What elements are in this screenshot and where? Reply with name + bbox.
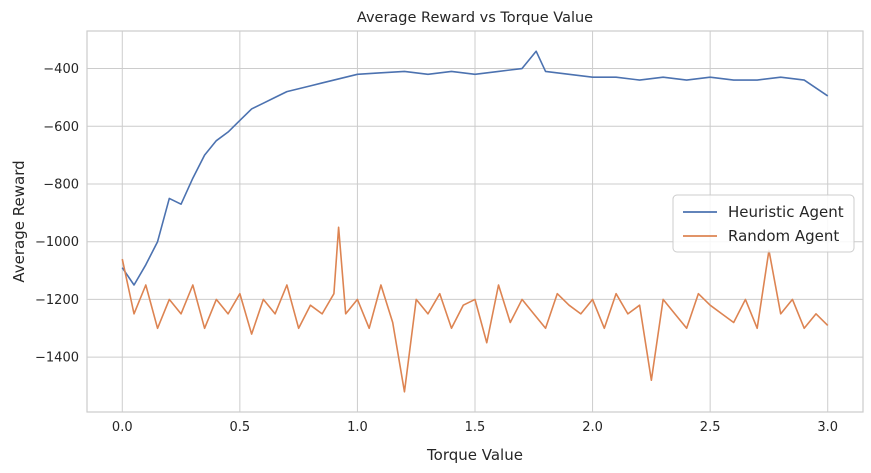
y-tick-label: −1200: [35, 293, 79, 308]
y-tick-labels: −1400 −1200 −1000 −800 −600 −400: [35, 62, 79, 366]
y-tick-label: −1400: [35, 351, 79, 366]
series-layer: [121, 50, 829, 393]
legend: Heuristic Agent Random Agent: [672, 194, 855, 253]
x-tick-label: 0.5: [230, 420, 251, 435]
x-tick-label: 1.0: [347, 420, 368, 435]
plot-frame: [86, 30, 864, 413]
y-tick-label: −800: [43, 177, 79, 192]
legend-label: Heuristic Agent: [728, 203, 844, 221]
x-axis-label: Torque Value: [426, 446, 523, 464]
chart-title: Average Reward vs Torque Value: [357, 10, 593, 26]
series-line-heuristic-agent: [121, 50, 829, 286]
x-tick-label: 0.0: [112, 420, 133, 435]
x-tick-label: 2.5: [700, 420, 721, 435]
legend-items: Heuristic Agent Random Agent: [683, 203, 844, 245]
x-tick-label: 1.5: [465, 420, 486, 435]
x-tick-label: 3.0: [817, 420, 838, 435]
x-tick-label: 2.0: [582, 420, 603, 435]
y-tick-label: −600: [43, 120, 79, 135]
x-tick-labels: 0.0 0.5 1.0 1.5 2.0 2.5 3.0: [112, 420, 838, 435]
y-tick-label: −1000: [35, 235, 79, 250]
y-tick-label: −400: [43, 62, 79, 77]
legend-box: [672, 194, 855, 253]
y-axis-label: Average Reward: [10, 160, 28, 282]
series-line-random-agent: [121, 226, 829, 393]
legend-label: Random Agent: [728, 227, 839, 245]
